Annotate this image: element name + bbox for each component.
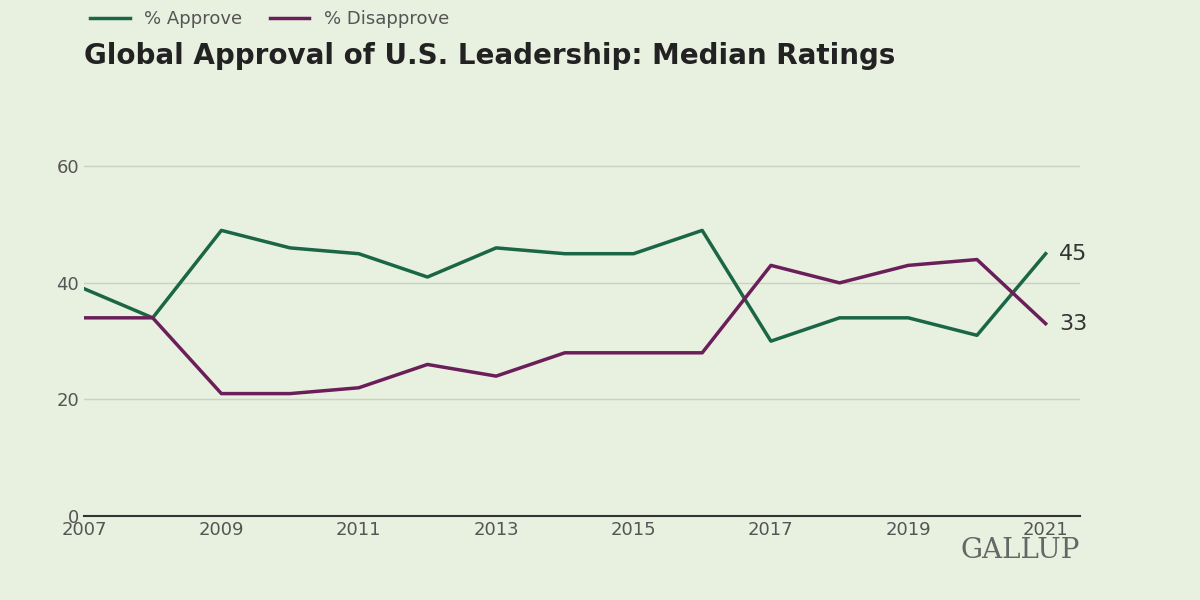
Text: 33: 33	[1060, 314, 1087, 334]
Text: 45: 45	[1060, 244, 1087, 264]
Text: Global Approval of U.S. Leadership: Median Ratings: Global Approval of U.S. Leadership: Medi…	[84, 42, 895, 70]
Legend: % Approve, % Disapprove: % Approve, % Disapprove	[83, 3, 456, 35]
Text: GALLUP: GALLUP	[961, 537, 1080, 564]
